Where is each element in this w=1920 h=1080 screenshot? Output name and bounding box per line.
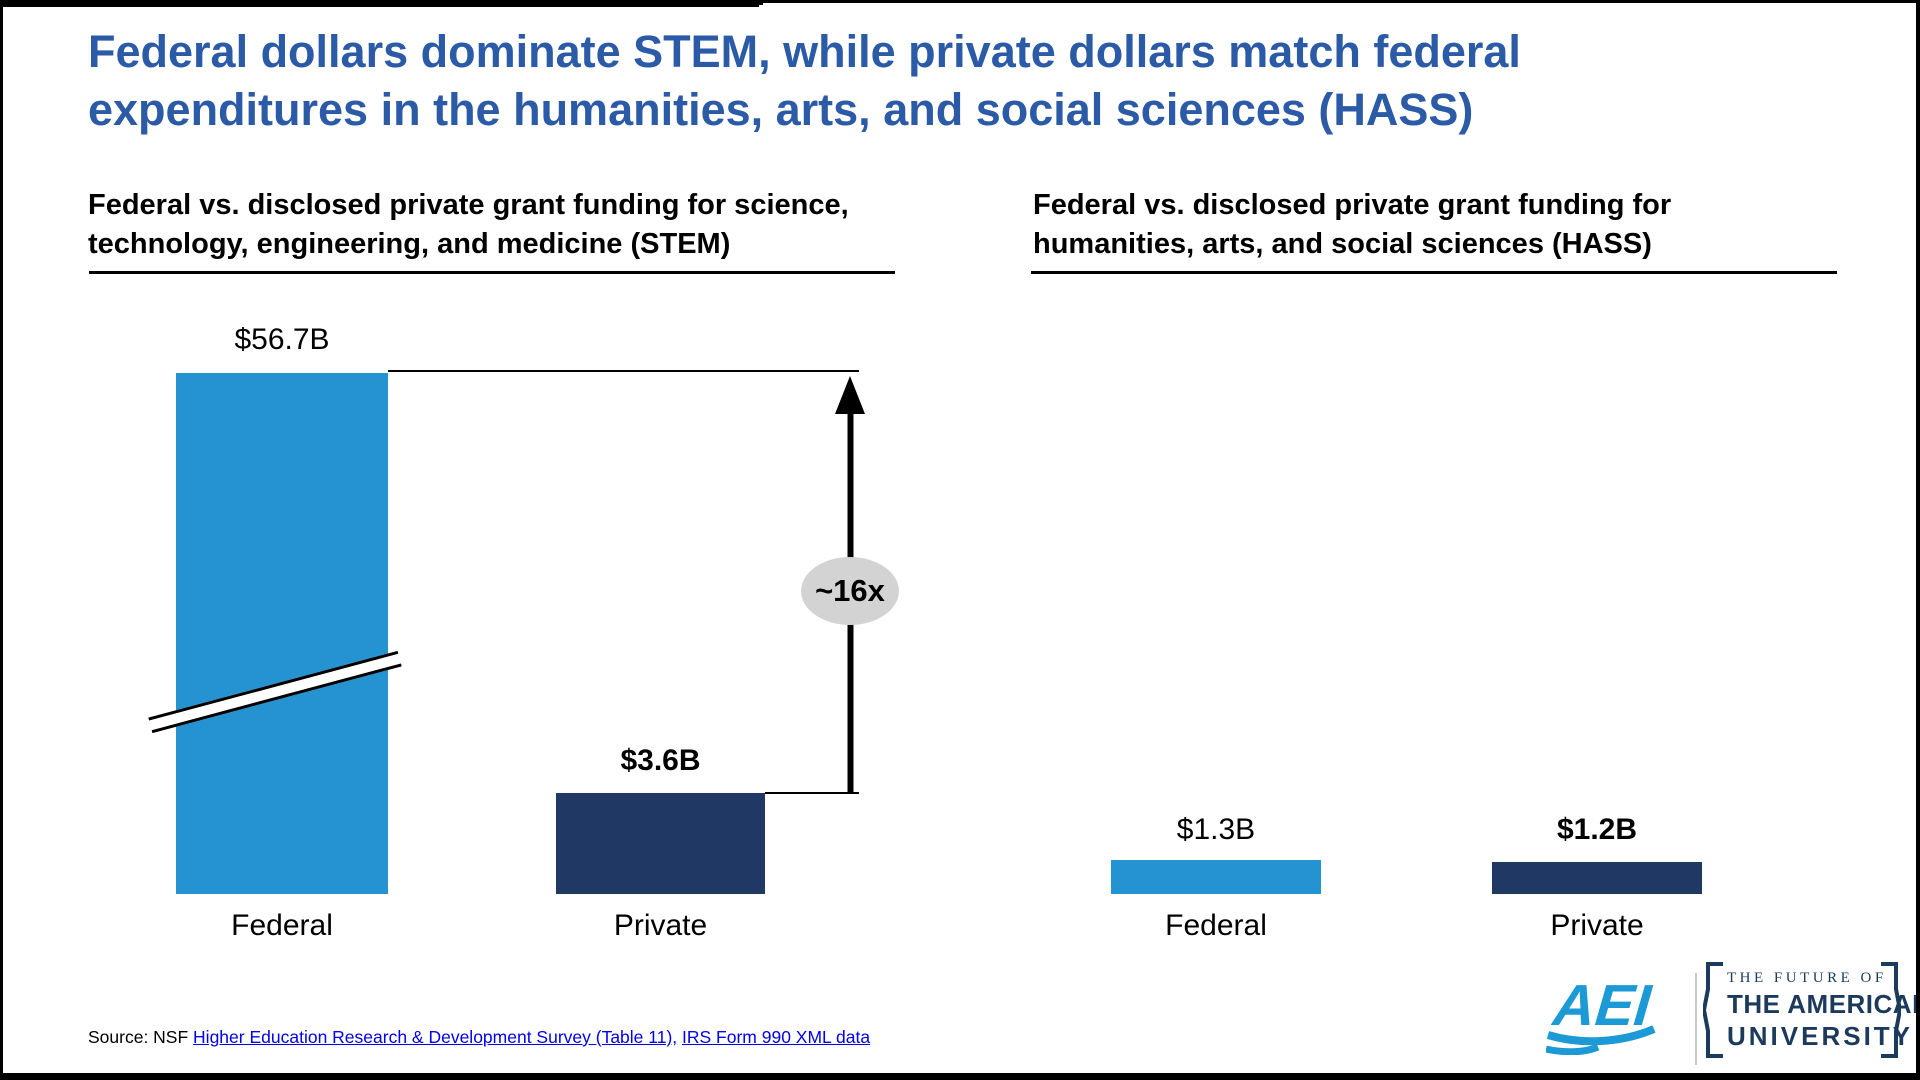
source-prefix: Source: NSF (88, 1027, 194, 1047)
stem-federal-bar (176, 373, 388, 894)
stem-private-axis-label: Private (613, 909, 708, 942)
page-title: Federal dollars dominate STEM, while pri… (88, 23, 1808, 139)
stem-federal-axis-label: Federal (231, 909, 333, 942)
stem-private-bar (556, 793, 765, 894)
hass-private-bar (1492, 862, 1702, 894)
future-logo-line-3: UNIVERSITY (1727, 1021, 1914, 1051)
hass-private-value-label: $1.2B (1556, 813, 1638, 846)
page-title-line-2: expenditures in the humanities, arts, an… (88, 84, 1474, 135)
hass-chart-title: Federal vs. disclosed private grant fund… (1033, 186, 1853, 264)
stem-title-underline (89, 271, 895, 274)
aei-logo: AEI (1546, 973, 1661, 1055)
stem-chart-title: Federal vs. disclosed private grant fund… (88, 186, 908, 264)
hass-federal-bar (1111, 860, 1321, 894)
stem-x-axis (3, 3, 763, 5)
source-link-irs-990[interactable]: IRS Form 990 XML data (682, 1027, 871, 1047)
left-brace-icon (1703, 962, 1723, 1058)
stem-federal-value-label: $56.7B (234, 323, 330, 356)
future-logo-line-2: THE AMERICAN (1727, 989, 1920, 1019)
hass-federal-value-label: $1.3B (1176, 813, 1256, 846)
hass-chart-title-line-1: Federal vs. disclosed private grant fund… (1033, 189, 1672, 221)
aei-logo-text: AEI (1546, 973, 1661, 1038)
page-title-line-1: Federal dollars dominate STEM, while pri… (88, 26, 1521, 77)
footer-logo-divider (1695, 973, 1697, 1065)
source-link-nsf-herd[interactable]: Higher Education Research & Development … (193, 1027, 678, 1047)
multiplier-badge: ~16x (801, 557, 899, 625)
private-top-connector-line (765, 792, 859, 794)
hass-federal-axis-label: Federal (1165, 909, 1267, 942)
stem-private-value-label: $3.6B (620, 744, 701, 777)
multiplier-badge-label: ~16x (815, 573, 885, 608)
source-note: Source: NSF Higher Education Research & … (88, 1027, 870, 1048)
stem-chart-title-line-2: technology, engineering, and medicine (S… (88, 228, 731, 260)
right-brace-icon (1881, 962, 1901, 1058)
hass-private-axis-label: Private (1550, 909, 1644, 942)
future-university-logo-text: THE FUTURE OF THE AMERICAN UNIVERSITY (1727, 970, 1920, 1052)
hass-title-underline (1031, 271, 1837, 274)
federal-top-connector-line (388, 370, 859, 372)
future-university-logo: THE FUTURE OF THE AMERICAN UNIVERSITY (1703, 961, 1920, 1059)
hass-x-axis (3, 5, 759, 7)
hass-chart-title-line-2: humanities, arts, and social sciences (H… (1033, 228, 1652, 260)
stem-chart-title-line-1: Federal vs. disclosed private grant fund… (88, 189, 849, 221)
future-logo-line-1: THE FUTURE OF (1727, 970, 1887, 986)
